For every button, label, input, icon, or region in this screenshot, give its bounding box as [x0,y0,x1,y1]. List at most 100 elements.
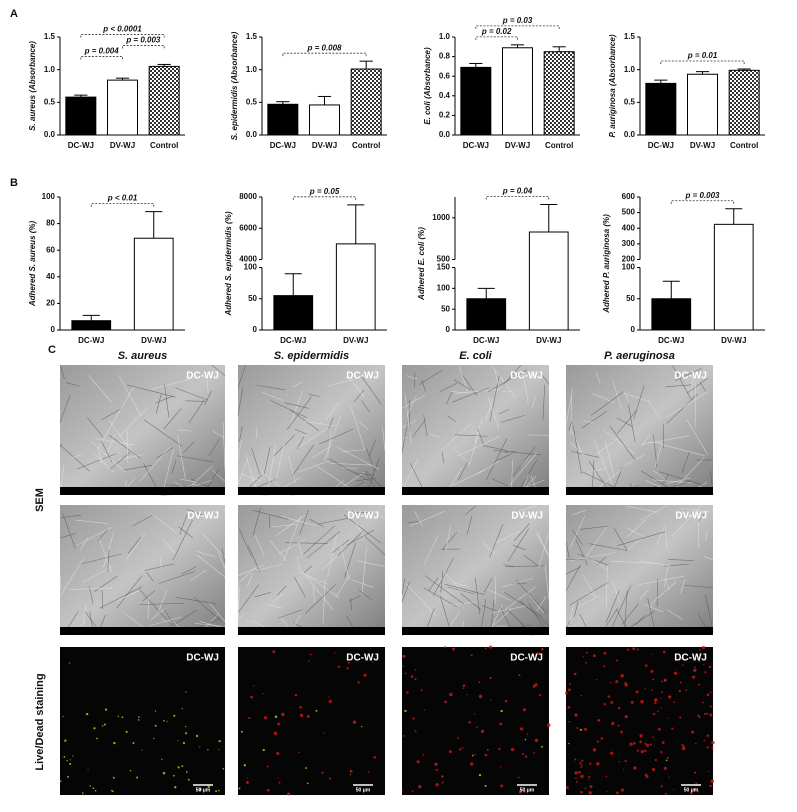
texture [401,420,417,428]
y-tick-label: 200 [622,255,636,264]
live-cell [64,739,67,742]
dead-cell [606,790,608,793]
texture [193,596,222,622]
texture [591,558,607,571]
texture [621,603,639,626]
texture [458,366,468,393]
significance-bracket [670,200,735,204]
dead-cell [709,784,712,788]
dead-cell [484,753,488,757]
dead-cell [526,733,529,735]
texture [124,612,146,630]
texture [107,549,110,572]
y-tick-label: 100 [244,263,258,272]
texture [291,390,303,423]
texture [406,375,418,380]
dead-cell [667,695,672,699]
texture [327,378,357,387]
texture [610,426,636,461]
y-tick-label: 0.0 [624,130,636,139]
dead-cell [184,690,187,694]
texture [610,584,632,630]
texture [176,455,214,463]
info-bar [238,487,385,495]
live-cell [81,792,84,794]
texture [294,428,307,435]
dead-cell [401,789,403,791]
live-cell [121,716,124,719]
texture [512,446,536,477]
dead-cell [585,651,588,654]
panel-label: C [48,344,56,356]
dead-cell [323,732,326,734]
texture [604,440,615,477]
live-cell [173,714,176,717]
dead-cell [661,741,665,744]
texture [204,390,212,405]
dead-cell [580,694,583,697]
texture [489,524,504,558]
dead-cell [498,747,501,751]
texture [289,409,320,431]
y-tick-label: 0.0 [44,130,56,139]
texture [354,472,375,476]
texture [665,391,708,418]
texture [414,372,416,388]
texture [483,445,508,451]
x-tick-label: Control [352,141,380,150]
significance-bracket [660,60,745,65]
y-tick-label: 50 [441,304,450,313]
texture [163,408,182,430]
texture [327,430,332,458]
y-tick-label: 0.8 [439,52,451,61]
live-cell [101,725,104,727]
dead-cell [404,672,407,675]
x-tick-label: DC-WJ [658,336,684,345]
texture [464,505,476,516]
texture [654,445,662,467]
dead-cell [198,746,201,748]
fluorescence-image [60,647,225,795]
y-tick-label: 500 [622,208,636,217]
texture [209,602,226,622]
dead-cell [630,700,634,704]
live-cell [136,776,139,779]
dead-cell [416,760,420,764]
image-tag: DV-WJ [347,511,379,522]
texture [179,514,188,535]
dead-cell [703,739,706,742]
dead-cell [547,723,551,727]
texture [503,564,515,568]
dead-cell [444,646,447,648]
scale-bar-label: 50 μm [684,787,699,793]
texture [89,611,93,628]
dead-cell [611,721,615,726]
texture [312,586,316,603]
dead-cell [518,674,521,677]
texture [299,571,328,585]
dead-cell [652,678,655,681]
texture [704,593,714,632]
dead-cell [462,684,466,688]
significance-label: p = 0.004 [84,47,120,56]
texture [143,419,183,447]
dead-cell [489,676,492,680]
texture [531,396,536,408]
live-cell [132,742,135,745]
live-cell [195,734,199,738]
texture [590,391,624,416]
dead-cell [580,766,583,769]
live-cell [93,727,96,730]
dead-cell [603,665,606,668]
live-cell [94,789,97,792]
dead-cell [644,664,648,667]
texture [588,460,607,488]
row-label: Live/Dead staining [34,673,46,770]
texture [108,420,138,459]
x-tick-label: DC-WJ [270,141,296,150]
texture [361,547,367,595]
texture [447,415,456,422]
texture [185,400,206,402]
live-cell [153,737,155,740]
dead-cell [294,694,298,697]
